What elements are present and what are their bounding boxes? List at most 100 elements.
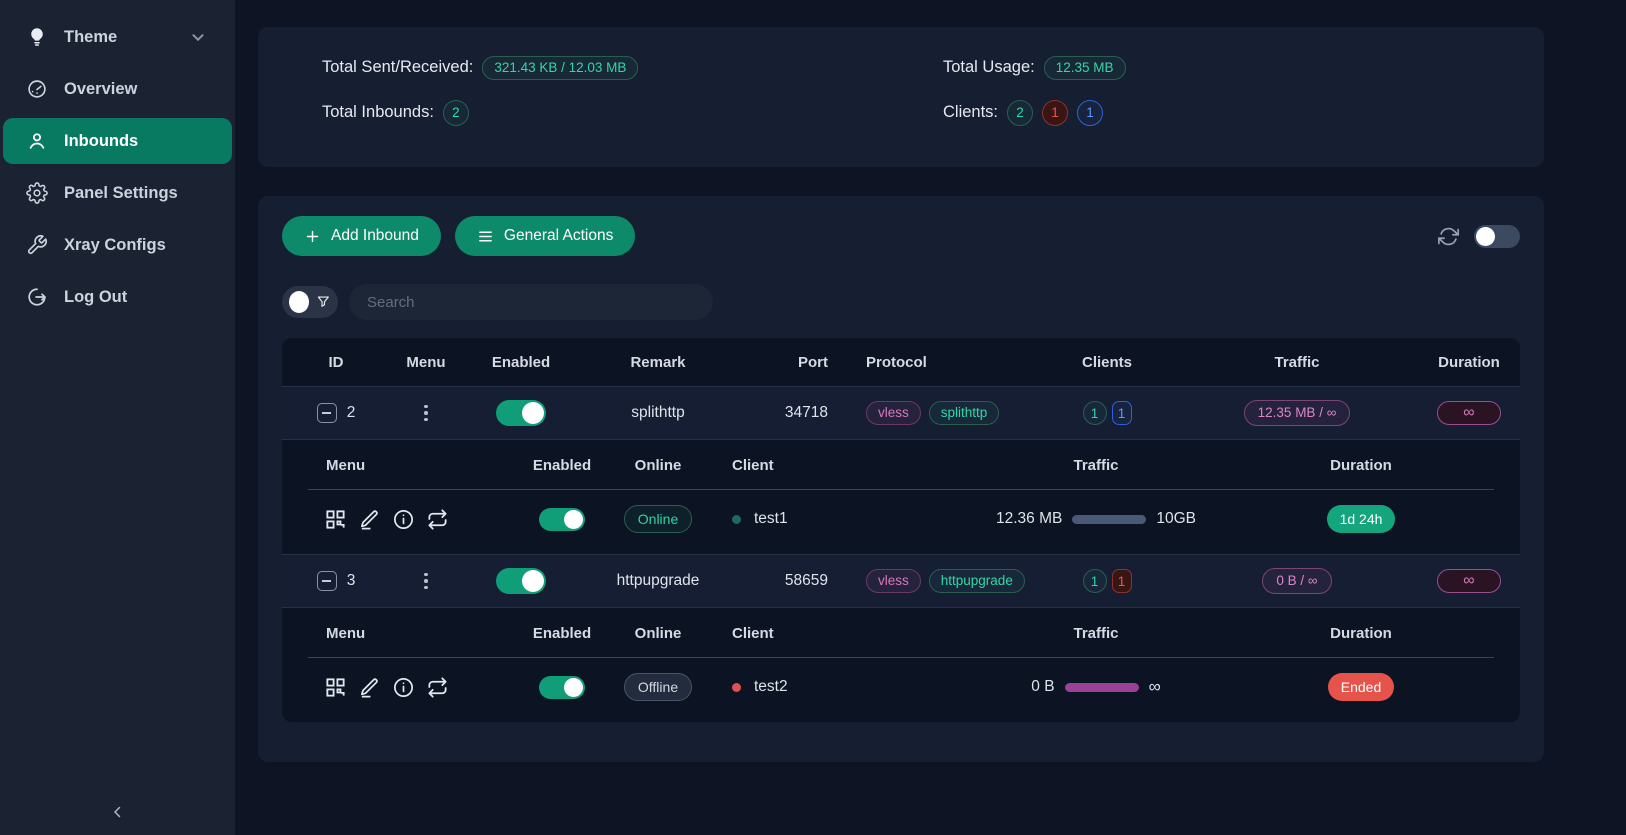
search-input[interactable] xyxy=(349,284,713,320)
logout-icon xyxy=(25,285,49,309)
clients-online-badge: 1 xyxy=(1077,99,1104,126)
traffic-progress-bar xyxy=(1064,682,1139,692)
user-icon xyxy=(25,129,49,153)
inbound-id: 3 xyxy=(346,572,356,589)
header-client: Client xyxy=(732,624,774,642)
sidebar-item-label: Theme xyxy=(64,27,118,46)
sidebar-item-label: Overview xyxy=(64,79,138,98)
plus-icon xyxy=(306,230,319,242)
gear-icon xyxy=(25,181,49,205)
client-name: test1 xyxy=(754,510,788,527)
sidebar-item-panel-settings[interactable]: Panel Settings xyxy=(10,170,225,216)
header-remark: Remark xyxy=(630,353,686,371)
header-duration: Duration xyxy=(1438,353,1500,371)
inbound-remark: splithttp xyxy=(631,404,685,421)
sidebar-item-theme[interactable]: Theme xyxy=(10,14,225,60)
client-table-header: Menu Enabled Online Client Traffic Durat… xyxy=(282,608,1520,658)
filter-toggle[interactable] xyxy=(282,286,338,318)
client-table-header: Menu Enabled Online Client Traffic Durat… xyxy=(282,440,1520,490)
header-online: Online xyxy=(634,624,682,642)
sidebar-item-overview[interactable]: Overview xyxy=(10,66,225,112)
total-usage-badge: 12.35 MB xyxy=(1043,56,1126,80)
toggle-knob xyxy=(289,291,310,313)
reset-traffic-button[interactable] xyxy=(426,676,449,699)
inbound-expanded-section: Menu Enabled Online Client Traffic Durat… xyxy=(282,440,1520,554)
sidebar-item-logout[interactable]: Log Out xyxy=(10,274,225,320)
header-menu: Menu xyxy=(406,353,446,371)
inbound-enabled-toggle[interactable] xyxy=(496,400,546,426)
online-status-badge: Online xyxy=(623,505,693,533)
stat-label: Total Inbounds: xyxy=(322,103,434,121)
add-inbound-button[interactable]: Add Inbound xyxy=(282,216,441,256)
edit-button[interactable] xyxy=(358,676,381,699)
traffic-used: 12.36 MB xyxy=(996,510,1063,527)
collapse-row-button[interactable] xyxy=(316,403,337,423)
clients-online-badge: 1 xyxy=(1111,401,1132,425)
inbound-expanded-section: Menu Enabled Online Client Traffic Durat… xyxy=(282,608,1520,722)
refresh-icon xyxy=(1438,227,1459,245)
clients-count-badge: 1 xyxy=(1082,401,1107,425)
general-actions-button[interactable]: General Actions xyxy=(454,216,636,256)
traffic-progress-bar xyxy=(1072,514,1147,524)
header-port: Port xyxy=(798,353,828,371)
header-id: ID xyxy=(328,353,344,371)
qr-code-button[interactable] xyxy=(324,508,347,531)
inbound-enabled-toggle[interactable] xyxy=(496,568,546,594)
stat-label: Total Sent/Received: xyxy=(322,58,474,77)
qr-code-button[interactable] xyxy=(324,676,347,699)
wrench-icon xyxy=(25,233,49,257)
funnel-icon xyxy=(318,296,330,307)
traffic-total: 10GB xyxy=(1156,510,1196,527)
chevron-left-icon xyxy=(113,806,120,818)
reset-traffic-button[interactable] xyxy=(426,508,449,531)
duration-badge: ∞ xyxy=(1437,401,1501,425)
client-row: Online test1 12.36 MB 10GB 1d 24h xyxy=(282,490,1520,548)
inbound-port: 34718 xyxy=(784,404,828,421)
inbound-row: 3 httpupgrade 58659 vless httpupgrade 1 … xyxy=(282,554,1520,608)
client-enabled-toggle[interactable] xyxy=(539,507,585,531)
inbound-port: 58659 xyxy=(784,572,828,589)
sent-received-badge: 321.43 KB / 12.03 MB xyxy=(482,56,639,80)
search-row xyxy=(282,284,1520,320)
collapse-row-button[interactable] xyxy=(316,571,337,591)
chevron-down-icon xyxy=(186,25,210,49)
info-button[interactable] xyxy=(392,676,415,699)
auto-refresh-toggle[interactable] xyxy=(1474,224,1520,248)
sidebar-item-label: Inbounds xyxy=(64,131,139,150)
client-row: Offline test2 0 B ∞ Ended xyxy=(282,658,1520,716)
stat-total-inbounds: Total Inbounds: 2 xyxy=(322,99,943,126)
general-actions-label: General Actions xyxy=(503,227,614,244)
header-duration: Duration xyxy=(1330,456,1392,474)
sidebar-item-inbounds[interactable]: Inbounds xyxy=(3,118,232,164)
transport-badge: httpupgrade xyxy=(928,569,1025,593)
duration-badge: ∞ xyxy=(1437,569,1501,593)
header-protocol: Protocol xyxy=(866,353,927,371)
sidebar-item-xray-configs[interactable]: Xray Configs xyxy=(10,222,225,268)
info-button[interactable] xyxy=(392,508,415,531)
sidebar-item-label: Xray Configs xyxy=(64,235,166,254)
inbound-row: 2 splithttp 34718 vless splithttp 1 1 12… xyxy=(282,386,1520,440)
refresh-button[interactable] xyxy=(1438,226,1459,247)
table-header: ID Menu Enabled Remark Port Protocol Cli… xyxy=(282,338,1520,386)
stat-clients: Clients: 2 1 1 xyxy=(943,99,1104,126)
edit-button[interactable] xyxy=(358,508,381,531)
row-menu-button[interactable] xyxy=(420,401,432,426)
clients-depleted-badge: 1 xyxy=(1111,569,1132,593)
stat-label: Total Usage: xyxy=(943,58,1035,77)
client-status-dot xyxy=(732,682,741,692)
header-clients: Clients xyxy=(1081,353,1132,371)
header-traffic: Traffic xyxy=(1073,456,1119,474)
header-duration: Duration xyxy=(1330,624,1392,642)
header-enabled: Enabled xyxy=(491,353,551,371)
client-status-dot xyxy=(732,514,741,524)
header-enabled: Enabled xyxy=(532,456,592,474)
bulb-icon xyxy=(25,25,49,49)
header-enabled: Enabled xyxy=(532,624,592,642)
row-menu-button[interactable] xyxy=(420,569,432,594)
inbounds-card: Add Inbound General Actions xyxy=(258,196,1544,762)
sidebar-collapse-button[interactable] xyxy=(0,803,235,821)
online-status-badge: Offline xyxy=(623,673,693,701)
client-enabled-toggle[interactable] xyxy=(539,675,585,699)
inbound-id: 2 xyxy=(346,404,356,421)
main-content: Total Sent/Received: 321.43 KB / 12.03 M… xyxy=(235,0,1626,835)
